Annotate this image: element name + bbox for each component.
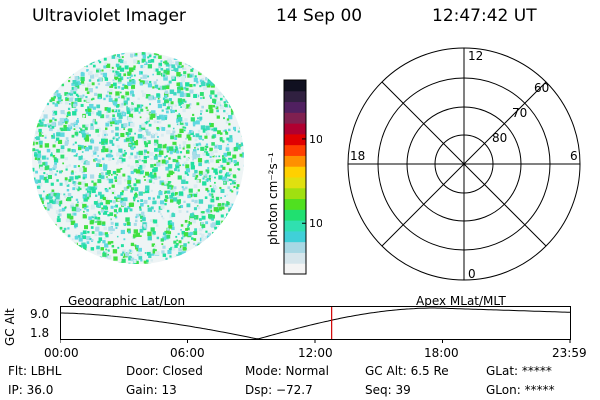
colorbar-gradient (284, 80, 306, 275)
info-gain: Gain: 13 (126, 383, 177, 397)
colorbar-tick-10: 10 (309, 217, 322, 230)
timeline-xtick-0: 00:00 (44, 346, 79, 360)
time-label: 12:47:42 UT (432, 6, 537, 26)
timeline-xtick-1: 06:00 (170, 346, 205, 360)
info-ip: IP: 36.0 (8, 383, 54, 397)
info-glon: GLon: ***** (486, 383, 555, 397)
timeline-left-title: Geographic Lat/Lon (68, 294, 186, 308)
timeline-chart (60, 306, 571, 343)
timeline-xtick-4: 23:59 (552, 346, 587, 360)
timeline-xtick-3: 18:00 (424, 346, 459, 360)
timeline-ytick-bottom: 1.8 (30, 326, 50, 340)
altitude-curve (60, 307, 571, 340)
polar-label-0: 0 (468, 267, 476, 281)
info-door: Door: Closed (126, 364, 203, 378)
colorbar-unit-label: photon cm⁻²s⁻¹ (266, 152, 280, 245)
colorbar-tick-100: 100 (309, 133, 322, 146)
polar-label-60: 60 (534, 81, 549, 95)
info-mode: Mode: Normal (245, 364, 329, 378)
date-label: 14 Sep 00 (276, 6, 363, 26)
polar-label-18: 18 (350, 149, 365, 163)
polar-label-12: 12 (468, 49, 483, 63)
polar-label-80: 80 (492, 131, 507, 145)
info-seq: Seq: 39 (365, 383, 411, 397)
timeline-axis-label: GC Alt (3, 308, 17, 346)
timeline-ytick-top: 9.0 (30, 307, 50, 321)
timeline-right-title: Apex MLat/MLT (416, 294, 506, 308)
colorbar: 100 10 (283, 79, 322, 275)
info-dsp: Dsp: −72.7 (245, 383, 313, 397)
info-glat: GLat: ***** (486, 364, 552, 378)
polar-label-70: 70 (512, 106, 527, 120)
instrument-title: Ultraviolet Imager (32, 6, 186, 26)
info-filter: Flt: LBHL (8, 364, 62, 378)
timeline-xtick-2: 12:00 (298, 346, 333, 360)
uv-image-disk (32, 52, 244, 264)
polar-label-6: 6 (570, 149, 578, 163)
info-gc-alt: GC Alt: 6.5 Re (365, 364, 449, 378)
